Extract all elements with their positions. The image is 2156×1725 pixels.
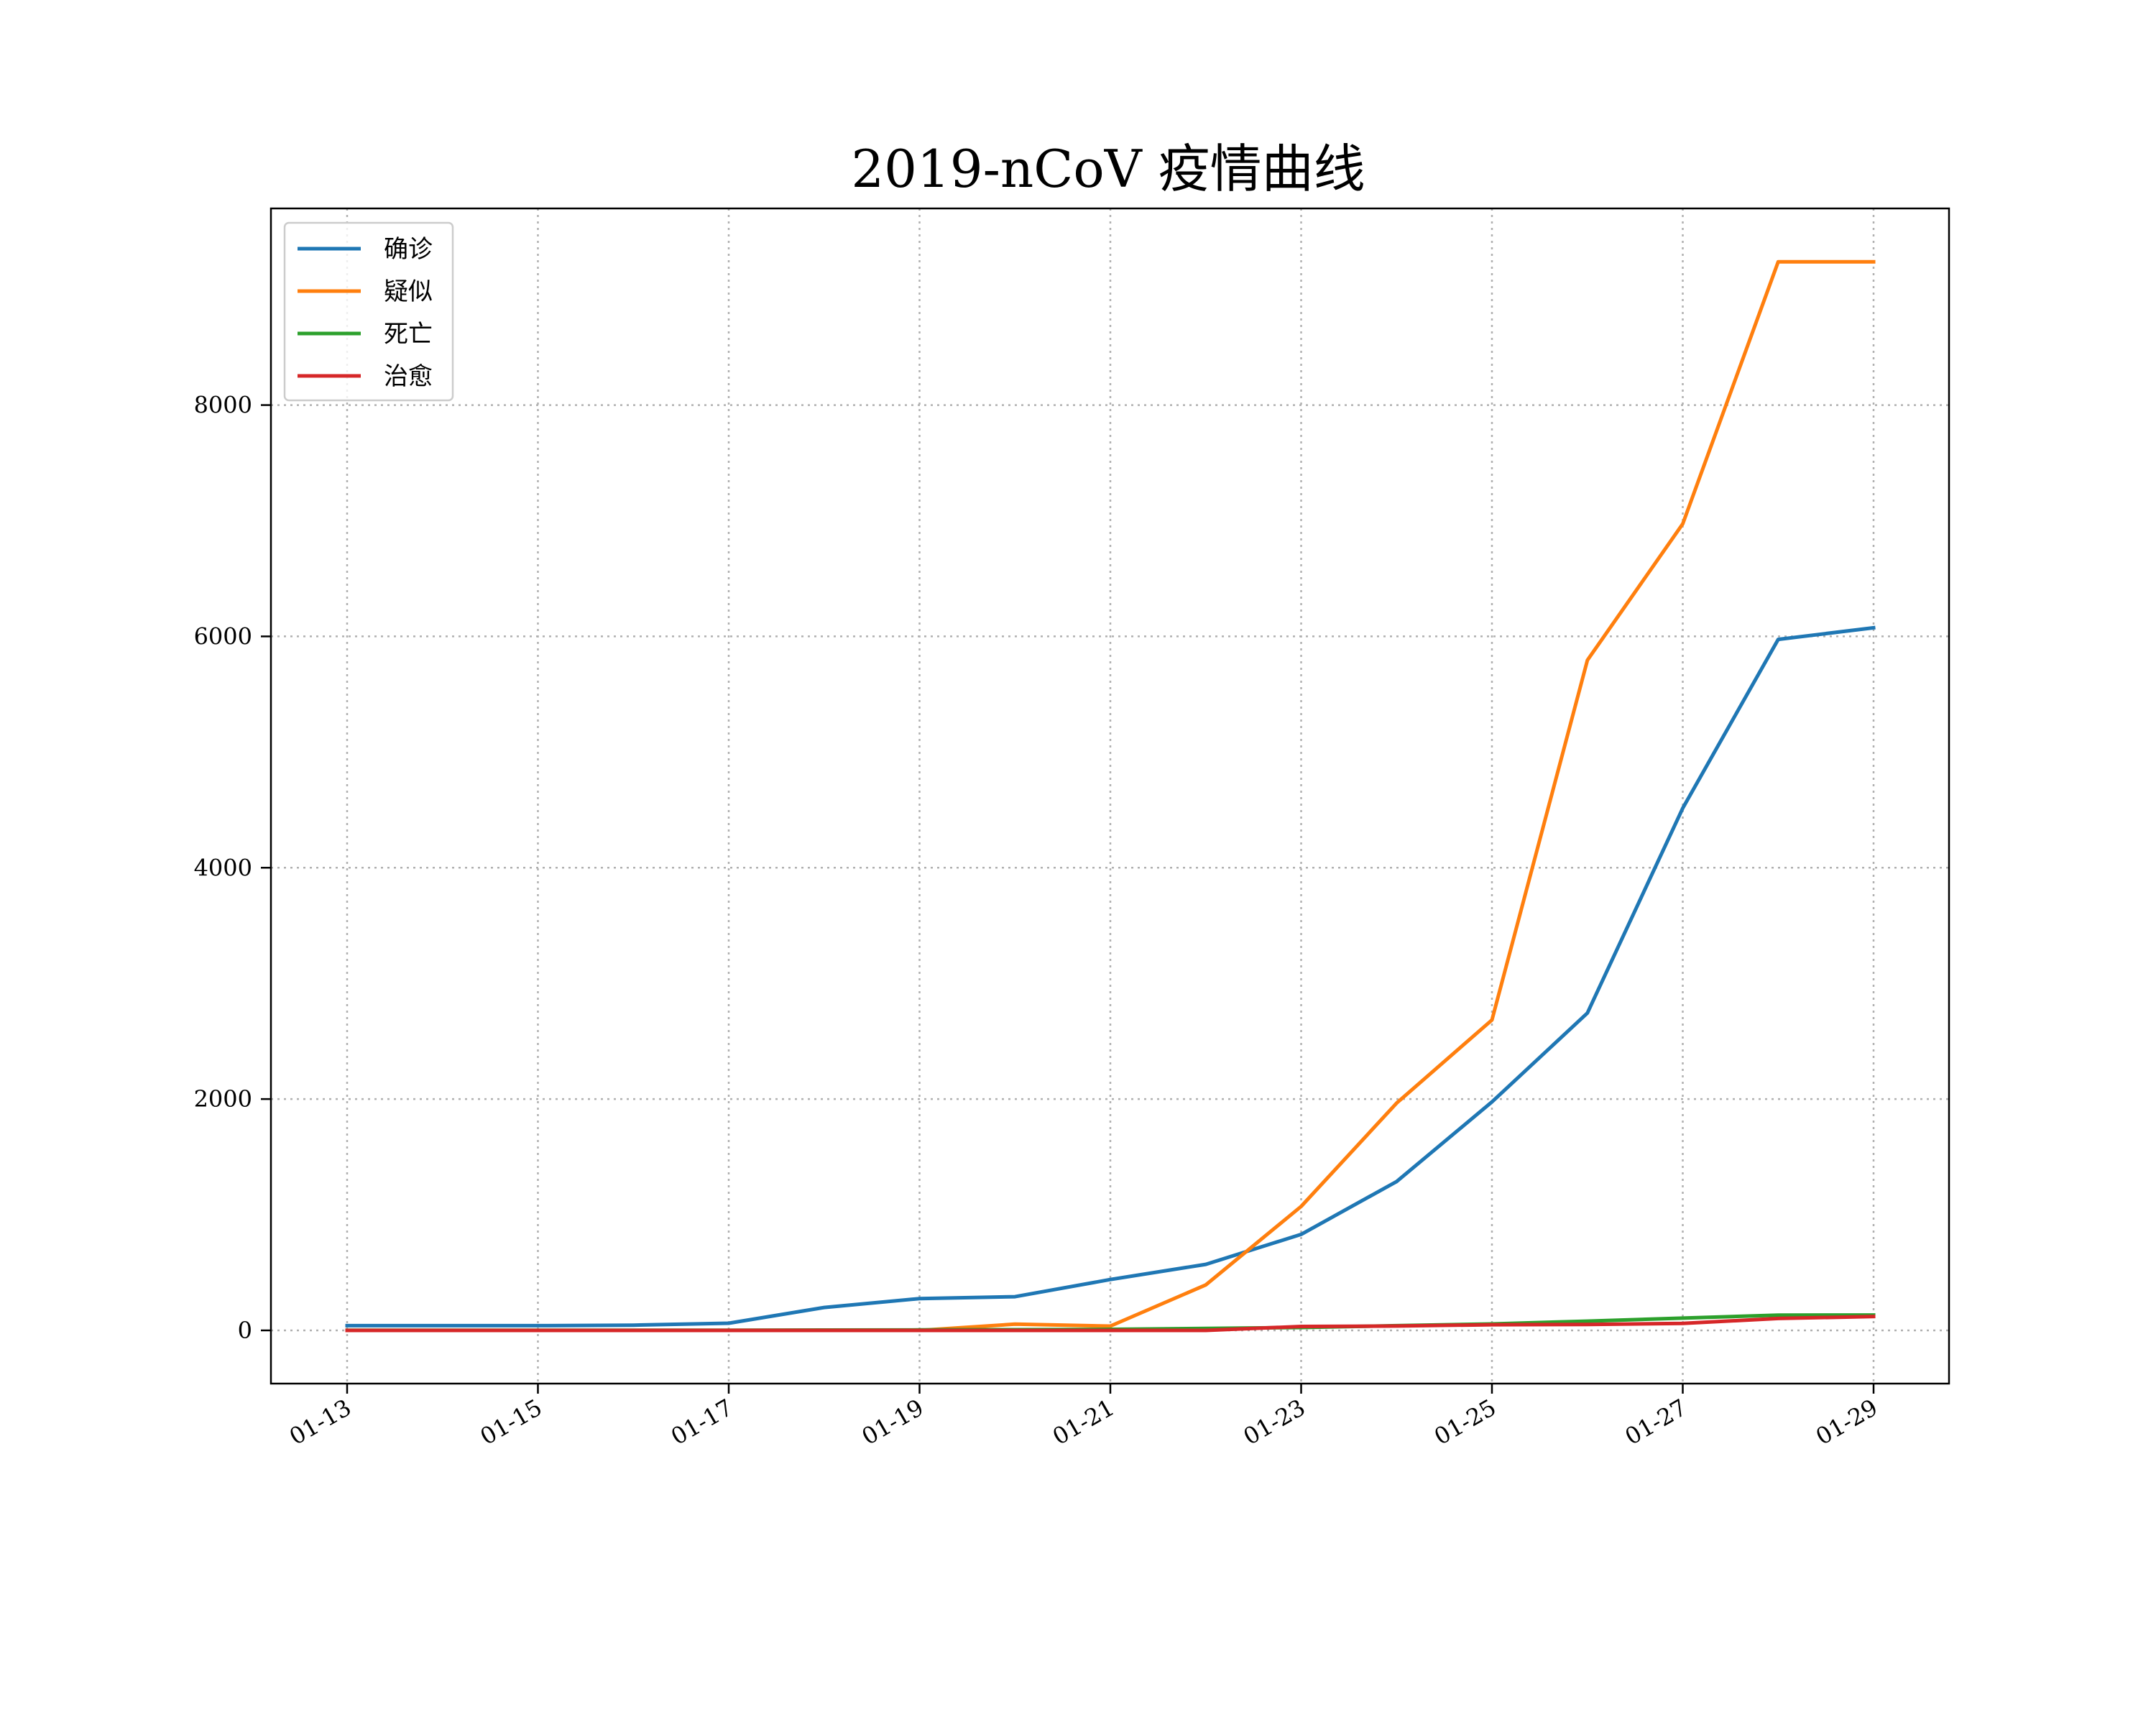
legend-label: 确诊 xyxy=(384,235,433,264)
y-tick-label: 2000 xyxy=(194,1085,252,1113)
series-line-确诊 xyxy=(345,625,1876,1328)
y-tick-label: 0 xyxy=(238,1317,252,1344)
y-tick-label: 4000 xyxy=(194,854,252,881)
legend-label: 治愈 xyxy=(384,362,433,391)
y-tick-label: 8000 xyxy=(194,392,252,419)
legend-box xyxy=(283,221,454,402)
chart-title: 2019-nCoV 疫情曲线 xyxy=(851,139,1365,199)
legend-label: 疑似 xyxy=(384,277,433,306)
y-tick-label: 6000 xyxy=(194,622,252,650)
legend-label: 死亡 xyxy=(384,320,433,349)
series-line-治愈 xyxy=(345,1315,1876,1333)
series-lines xyxy=(345,259,1876,1333)
